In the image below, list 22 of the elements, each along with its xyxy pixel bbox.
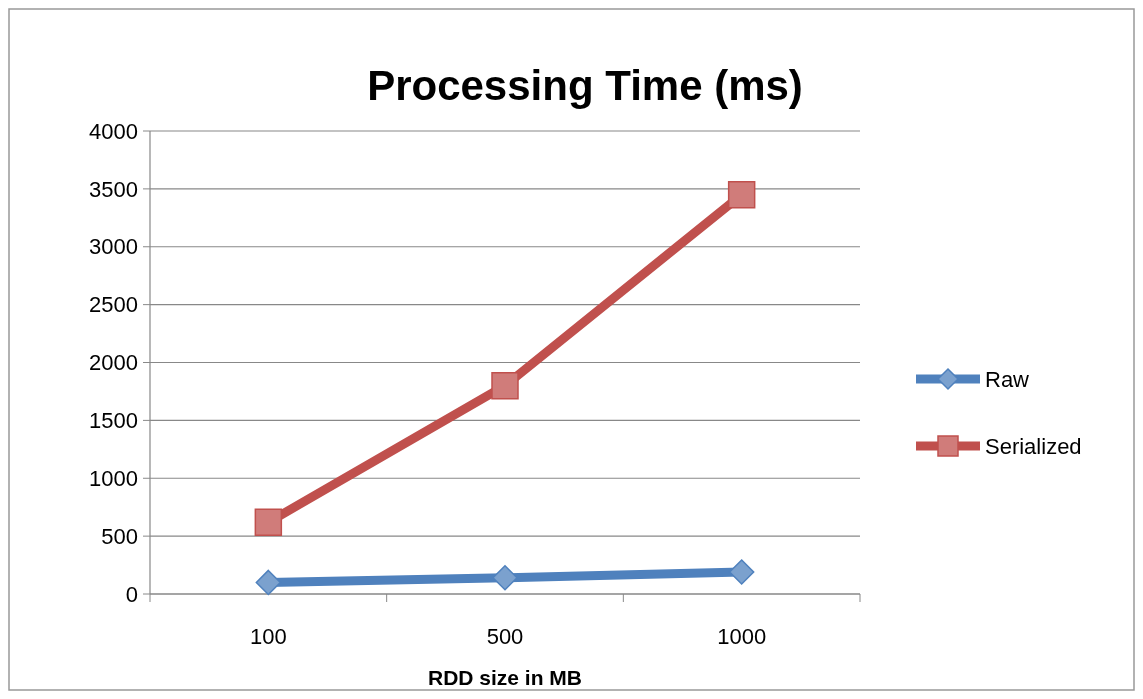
x-tick-label: 1000 — [717, 624, 767, 649]
point — [254, 508, 283, 536]
y-tick-label: 3500 — [89, 176, 138, 202]
y-tick-label: 0 — [125, 581, 138, 607]
point — [491, 371, 519, 400]
y-tick-label: 1500 — [89, 408, 138, 434]
point — [728, 559, 755, 585]
y-tick-label: 3000 — [89, 234, 138, 260]
point — [255, 569, 282, 596]
x-axis-title: RDD size in MB — [427, 666, 583, 689]
y-tick-label: 2000 — [89, 350, 138, 376]
legend-label: Raw — [985, 366, 1030, 392]
y-tick-label: 2500 — [89, 292, 138, 318]
x-tick-label: 100 — [249, 624, 287, 649]
x-tick-label: 500 — [486, 624, 524, 649]
y-tick-label: 500 — [101, 523, 138, 549]
legend-label: Serialized — [985, 433, 1082, 459]
chart-title: Processing Time (ms) — [367, 62, 803, 109]
y-tick-label: 4000 — [89, 118, 138, 144]
y-tick-label: 1000 — [89, 465, 138, 491]
point — [492, 565, 518, 591]
point — [727, 180, 756, 209]
